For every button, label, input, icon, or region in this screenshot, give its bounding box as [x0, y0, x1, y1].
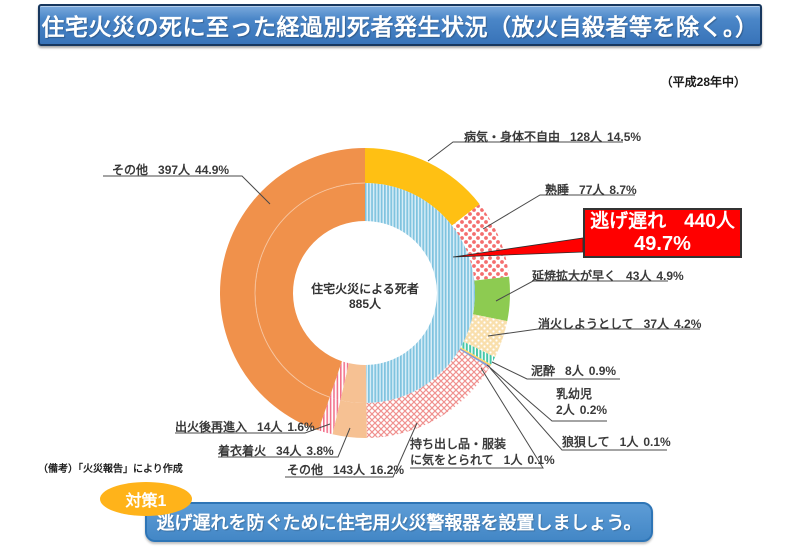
callout-delayed-escape: 逃げ遅れ 440人 49.7%	[583, 208, 742, 258]
label-deep-sleep: 熟睡 77人 8.7%	[545, 183, 637, 197]
leader-line-reentry	[175, 423, 331, 434]
leader-line-extinguish	[487, 328, 700, 337]
leader-line-clothing-ignition	[218, 427, 351, 458]
label-rapid-fire-spread: 延焼拡大が早く 43人 4.9%	[532, 269, 684, 283]
donut-segment-panicked	[459, 348, 491, 367]
leader-lines	[103, 141, 700, 478]
donut-segment-clothing-ignition	[332, 400, 367, 439]
donut-segments	[219, 148, 510, 439]
donut-segment-other-main	[254, 183, 365, 398]
countermeasure-banner: 逃げ遅れを防ぐために住宅用火災警報器を設置しましょう。	[145, 502, 653, 542]
title-banner: 住宅火災の死に至った経過別死者発生状況（放火自殺者等を除く。）	[38, 4, 762, 46]
donut-center-label: 住宅火災による死者 885人	[311, 282, 419, 311]
donut-segment-infant	[460, 347, 492, 367]
leader-line-panicked	[489, 367, 667, 451]
donut-segment-clothing-ignition	[340, 363, 367, 403]
label-infant: 乳幼児 2人 0.2%	[556, 387, 608, 417]
label-tried-to-extinguish: 消火しようとして 37人 4.2%	[538, 317, 702, 331]
leader-line-belongings	[410, 367, 544, 469]
label-reentry-after-fire: 出火後再進入 14人 1.6%	[175, 420, 315, 434]
label-sickness-disability: 病気・身体不自由 128人 14.5%	[464, 130, 642, 144]
countermeasure-badge: 対策1	[100, 482, 192, 516]
leader-line-intoxicated	[491, 361, 620, 380]
leader-line-fire-spread	[495, 280, 668, 302]
label-clothing-ignition: 着衣着火 34人 3.8%	[218, 444, 334, 458]
countermeasure-message: 逃げ遅れを防ぐために住宅用火災警報器を設置しましょう。	[156, 513, 642, 533]
donut-segment-intoxicated	[460, 341, 496, 365]
donut-segment-deep-sleep	[451, 204, 510, 281]
leader-line-other-delayed	[285, 422, 418, 478]
donut-segment-other-delayed	[366, 349, 490, 438]
label-other-main: その他 397人 44.9%	[112, 163, 230, 177]
label-panicked: 狼狽して 1人 0.1%	[562, 435, 671, 449]
label-intoxicated: 泥酔 8人 0.9%	[531, 364, 617, 378]
donut-segment-reentry-after-fire	[329, 361, 349, 401]
leader-line-other-main	[103, 175, 271, 205]
source-note: （備考）「火災報告」により作成	[38, 464, 183, 475]
donut-segment-tried-to-extinguish	[463, 314, 508, 358]
donut-segment-delayed-escape	[365, 183, 475, 403]
leader-line-deep-sleep	[482, 194, 635, 230]
donut-segment-reentry-after-fire	[318, 397, 341, 435]
leader-line-sickness	[427, 141, 623, 162]
leader-line-infant	[486, 364, 607, 422]
donut-segment-other-main	[219, 148, 365, 431]
label-other-delayed: その他 143人 16.2%	[287, 463, 405, 477]
ring-boundary-highlight	[254, 182, 365, 398]
period-note: （平成28年中）	[660, 75, 746, 89]
page-title: 住宅火災の死に至った経過別死者発生状況（放火自殺者等を除く。）	[41, 14, 759, 40]
donut-segment-sickness-disability	[365, 148, 480, 226]
donut-segment-rapid-fire-spread	[472, 276, 510, 322]
donut-segment-distracted-belongings	[459, 348, 490, 368]
label-distracted-belongings: 持ち出し品・服装 に気をとられて 1人 0.1%	[410, 437, 555, 467]
